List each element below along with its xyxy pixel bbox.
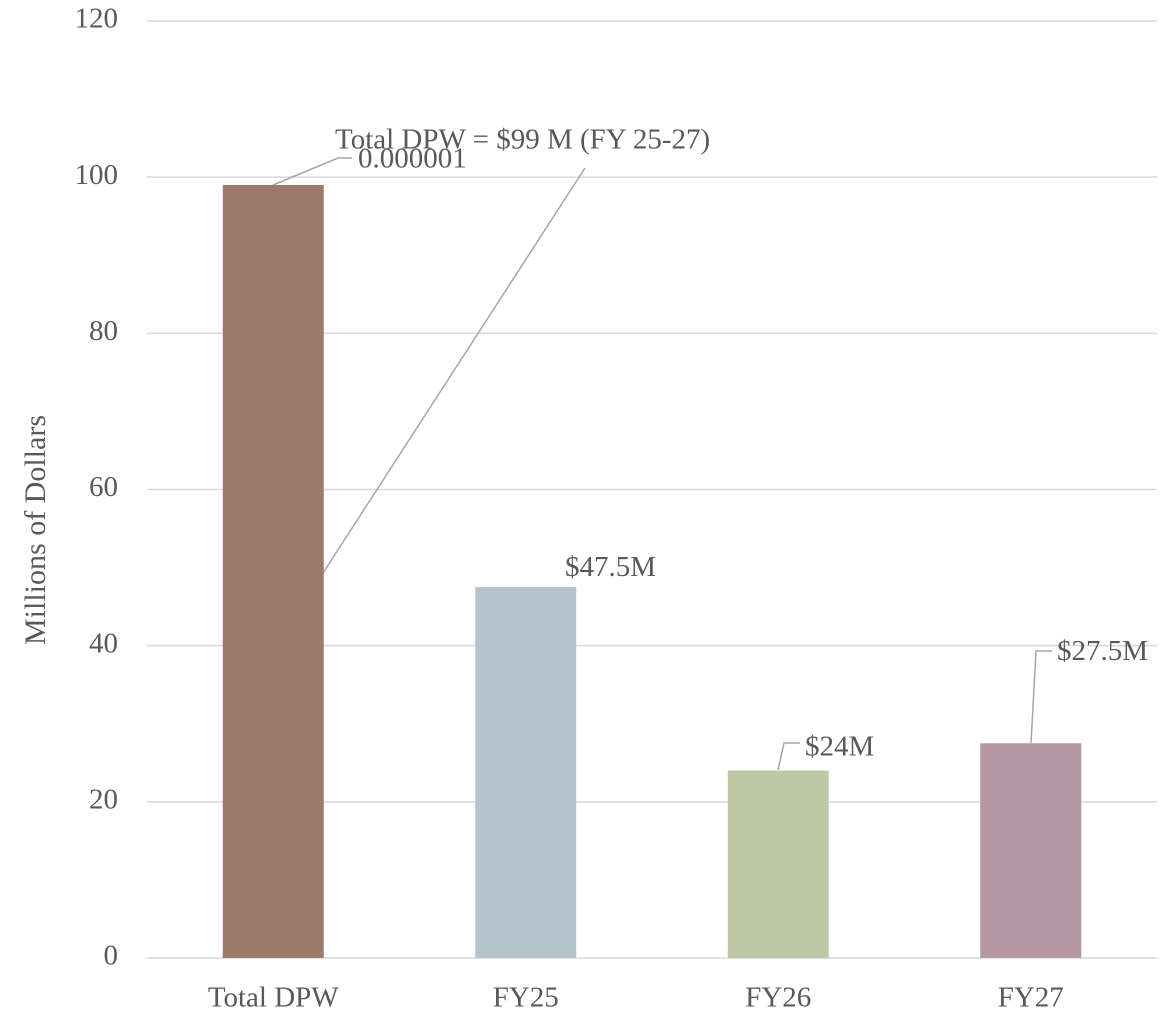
y-tick-label: 20 xyxy=(89,783,118,815)
y-tick-label: 100 xyxy=(75,159,119,191)
bar xyxy=(475,587,577,958)
x-tick-label: FY27 xyxy=(998,982,1064,1014)
label-leader xyxy=(1030,650,1052,744)
y-tick-label: 0 xyxy=(104,940,119,972)
bar xyxy=(727,770,829,958)
annotation: 0.000001 xyxy=(358,143,467,175)
label-leader xyxy=(777,742,800,771)
y-tick-label: 40 xyxy=(89,627,118,659)
x-tick-label: FY26 xyxy=(745,982,811,1014)
y-tick-label: 80 xyxy=(89,315,118,347)
x-tick-label: Total DPW xyxy=(208,982,339,1014)
data-label: $27.5M xyxy=(1057,635,1148,667)
data-label: $24M xyxy=(805,730,874,762)
bar xyxy=(980,743,1082,958)
x-tick-label: FY25 xyxy=(493,982,559,1014)
y-axis-label: Millions of Dollars xyxy=(19,415,52,645)
data-label: $47.5M xyxy=(565,551,656,583)
y-tick-label: 120 xyxy=(75,3,119,35)
bar xyxy=(222,184,324,959)
y-tick-label: 60 xyxy=(89,471,118,503)
annotation-leader xyxy=(322,167,586,574)
annotation-leader xyxy=(272,157,352,186)
annotation: Total DPW = $99 M (FY 25-27) xyxy=(335,124,710,156)
